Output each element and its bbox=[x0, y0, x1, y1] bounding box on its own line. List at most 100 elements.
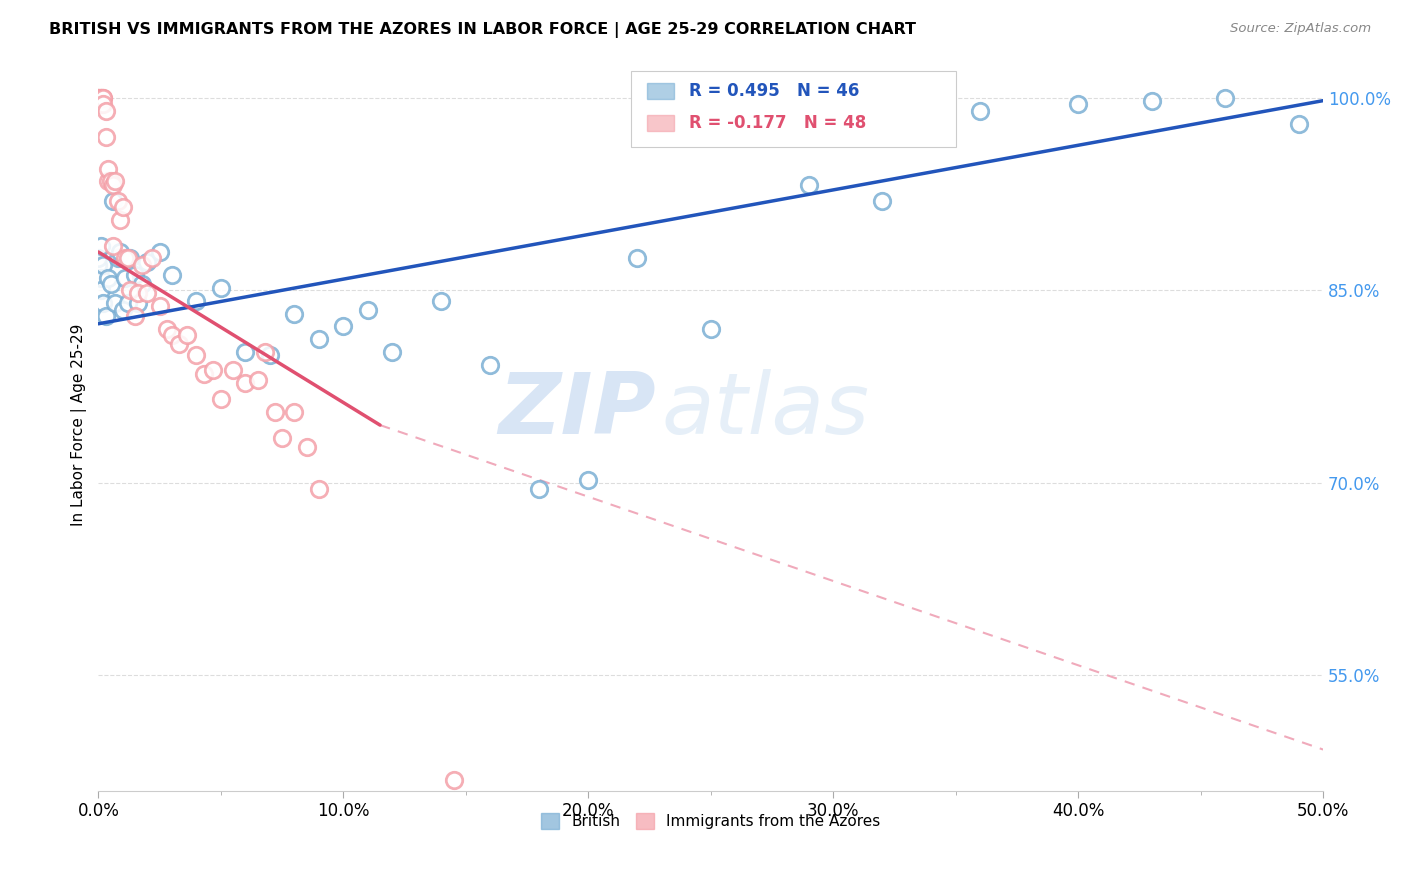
Point bbox=[90, 97, 112, 112]
Point bbox=[104, 174, 127, 188]
Point bbox=[90, 238, 112, 252]
Point bbox=[141, 252, 163, 266]
Point bbox=[111, 302, 134, 317]
Point bbox=[1288, 117, 1310, 131]
Point bbox=[91, 91, 114, 105]
Point bbox=[1213, 91, 1236, 105]
Point bbox=[101, 178, 124, 193]
Point bbox=[90, 91, 112, 105]
Point bbox=[114, 252, 136, 266]
Point bbox=[233, 345, 256, 359]
Point bbox=[1140, 94, 1163, 108]
Point bbox=[156, 322, 179, 336]
Point bbox=[576, 473, 599, 487]
Text: ZIP: ZIP bbox=[498, 369, 655, 452]
Point bbox=[529, 482, 551, 496]
Point bbox=[626, 252, 648, 266]
Point bbox=[186, 293, 208, 308]
Point bbox=[430, 293, 453, 308]
Point bbox=[176, 328, 198, 343]
Point bbox=[97, 174, 120, 188]
Point bbox=[870, 194, 893, 208]
Point bbox=[91, 258, 114, 272]
Point bbox=[97, 270, 120, 285]
FancyBboxPatch shape bbox=[647, 83, 673, 99]
Y-axis label: In Labor Force | Age 25-29: In Labor Force | Age 25-29 bbox=[72, 324, 87, 526]
Point bbox=[136, 285, 159, 300]
Point bbox=[110, 213, 132, 227]
Text: Source: ZipAtlas.com: Source: ZipAtlas.com bbox=[1230, 22, 1371, 36]
Point bbox=[124, 268, 146, 282]
Point bbox=[90, 91, 112, 105]
Point bbox=[87, 258, 110, 272]
Text: R = 0.495   N = 46: R = 0.495 N = 46 bbox=[689, 82, 859, 100]
Point bbox=[479, 358, 502, 372]
Point bbox=[700, 322, 723, 336]
Point bbox=[107, 194, 129, 208]
Point bbox=[308, 482, 330, 496]
Point bbox=[308, 332, 330, 346]
Point bbox=[149, 299, 172, 313]
Point bbox=[91, 296, 114, 310]
Point bbox=[87, 91, 110, 105]
Point bbox=[246, 373, 269, 387]
Point bbox=[90, 270, 112, 285]
Point bbox=[101, 238, 124, 252]
Point bbox=[797, 178, 820, 193]
Point bbox=[94, 129, 117, 144]
Point bbox=[94, 309, 117, 323]
Point bbox=[233, 376, 256, 390]
Point bbox=[90, 91, 112, 105]
Point bbox=[127, 285, 149, 300]
Point bbox=[114, 270, 136, 285]
Point bbox=[283, 306, 305, 320]
Point bbox=[202, 363, 225, 377]
Point bbox=[381, 345, 404, 359]
Point bbox=[283, 405, 305, 419]
Text: atlas: atlas bbox=[662, 369, 870, 452]
Point bbox=[136, 255, 159, 269]
Text: BRITISH VS IMMIGRANTS FROM THE AZORES IN LABOR FORCE | AGE 25-29 CORRELATION CHA: BRITISH VS IMMIGRANTS FROM THE AZORES IN… bbox=[49, 22, 917, 38]
Point bbox=[91, 97, 114, 112]
Point bbox=[97, 161, 120, 176]
Point bbox=[969, 103, 991, 118]
Point bbox=[101, 194, 124, 208]
Point bbox=[253, 345, 276, 359]
Point bbox=[87, 91, 110, 105]
Point bbox=[186, 347, 208, 361]
Point bbox=[127, 296, 149, 310]
Point bbox=[271, 431, 294, 445]
Point bbox=[160, 268, 183, 282]
Point bbox=[1067, 97, 1090, 112]
Point bbox=[100, 174, 122, 188]
Point bbox=[104, 296, 127, 310]
Point bbox=[117, 296, 139, 310]
Point bbox=[110, 244, 132, 259]
Point bbox=[100, 277, 122, 291]
Point bbox=[263, 405, 285, 419]
Point bbox=[94, 103, 117, 118]
Point bbox=[357, 302, 380, 317]
Point bbox=[87, 252, 110, 266]
Point bbox=[90, 284, 112, 298]
Point bbox=[332, 319, 354, 334]
Point bbox=[222, 363, 245, 377]
FancyBboxPatch shape bbox=[631, 70, 956, 147]
Point bbox=[443, 773, 465, 788]
Point bbox=[160, 328, 183, 343]
Point bbox=[87, 91, 110, 105]
Point bbox=[209, 392, 232, 407]
Point bbox=[111, 200, 134, 214]
Point bbox=[107, 252, 129, 266]
Point bbox=[193, 367, 215, 381]
Point bbox=[91, 91, 114, 105]
FancyBboxPatch shape bbox=[647, 115, 673, 131]
Point bbox=[117, 252, 139, 266]
Point bbox=[167, 337, 190, 351]
Point bbox=[120, 284, 142, 298]
Point bbox=[131, 277, 153, 291]
Point bbox=[149, 244, 172, 259]
Point bbox=[209, 281, 232, 295]
Point bbox=[120, 252, 142, 266]
Point bbox=[259, 347, 281, 361]
